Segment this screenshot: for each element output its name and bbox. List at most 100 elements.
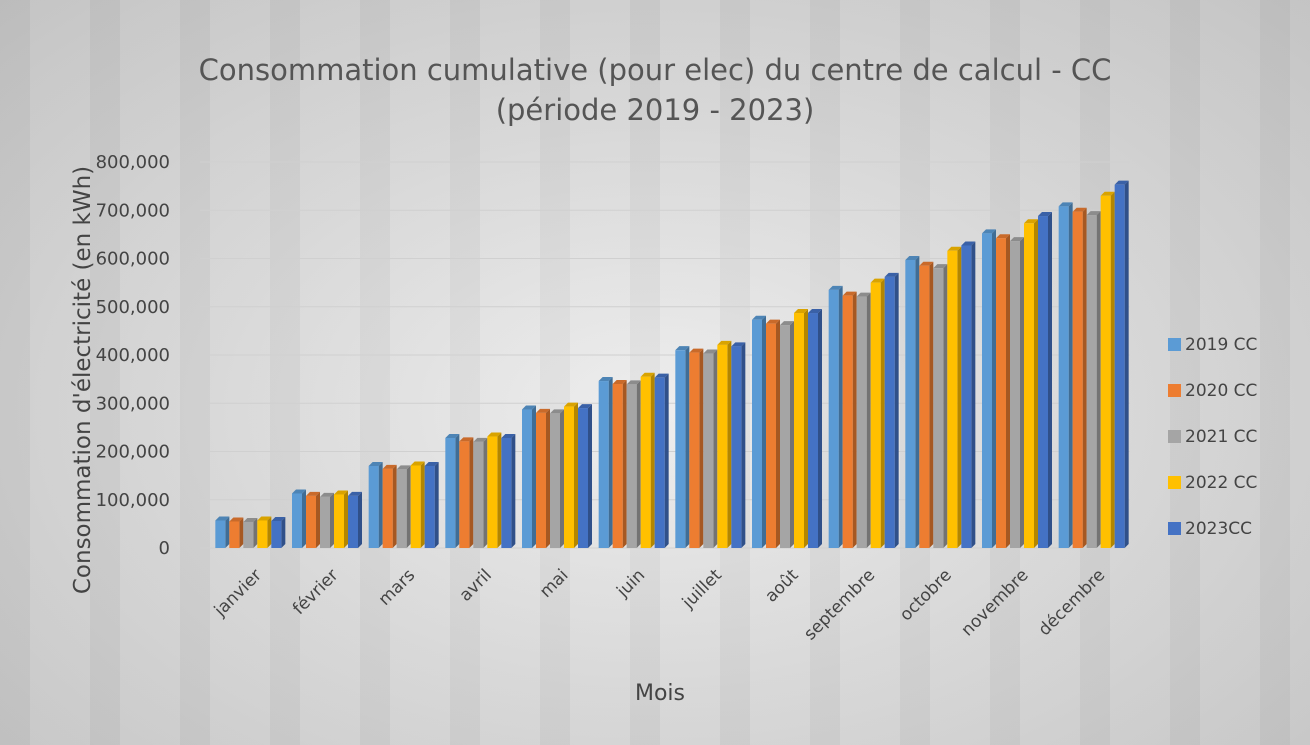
bar-side bbox=[406, 465, 411, 548]
bar bbox=[1010, 241, 1020, 548]
bar-side bbox=[239, 517, 244, 548]
bar-top bbox=[612, 379, 627, 384]
y-tick-label: 600,000 bbox=[96, 249, 170, 270]
bar-top bbox=[919, 261, 934, 266]
bar-top bbox=[996, 234, 1010, 239]
bar bbox=[884, 276, 895, 548]
bar-side bbox=[574, 402, 578, 548]
bar-top bbox=[982, 229, 996, 234]
bar bbox=[752, 319, 762, 548]
bar-side bbox=[992, 229, 996, 548]
bar-top bbox=[215, 516, 230, 521]
bar bbox=[473, 441, 484, 548]
legend-label: 2021 CC bbox=[1185, 427, 1257, 447]
bar-side bbox=[330, 492, 334, 548]
bar bbox=[334, 494, 344, 548]
bar-side bbox=[1124, 180, 1129, 549]
bar bbox=[870, 282, 881, 548]
bar-side bbox=[818, 309, 822, 548]
bar-side bbox=[378, 461, 383, 548]
bar-top bbox=[522, 405, 536, 410]
y-tick-label: 200,000 bbox=[96, 442, 170, 463]
bar-side bbox=[650, 372, 655, 548]
bar bbox=[654, 377, 665, 548]
bar-side bbox=[302, 489, 306, 548]
bar-side bbox=[1082, 207, 1087, 548]
legend-swatch bbox=[1168, 384, 1181, 397]
bar-top bbox=[640, 372, 655, 377]
bar-top bbox=[828, 285, 843, 290]
bar bbox=[229, 521, 240, 548]
bar-top bbox=[870, 278, 885, 283]
bar bbox=[348, 495, 358, 548]
bar-top bbox=[752, 315, 766, 320]
bar bbox=[1038, 216, 1048, 549]
bar-side bbox=[420, 461, 425, 548]
bar bbox=[564, 406, 574, 548]
bar-side bbox=[1048, 212, 1052, 549]
bar-side bbox=[880, 278, 885, 548]
bar bbox=[982, 233, 992, 548]
legend-label: 2020 CC bbox=[1185, 381, 1257, 401]
bar-side bbox=[929, 261, 934, 548]
bar-top bbox=[334, 490, 348, 495]
y-tick-label: 400,000 bbox=[96, 345, 170, 366]
legend-label: 2022 CC bbox=[1185, 473, 1257, 493]
x-tick-label: mars bbox=[375, 565, 420, 610]
bar-top bbox=[292, 489, 306, 494]
bar-side bbox=[971, 241, 976, 548]
bar-side bbox=[344, 490, 348, 548]
bar-side bbox=[776, 319, 780, 548]
legend-swatch bbox=[1168, 338, 1181, 351]
bar bbox=[626, 384, 637, 548]
bar-top bbox=[473, 437, 488, 442]
x-tick-label: avril bbox=[456, 565, 496, 605]
bar-side bbox=[1110, 191, 1115, 548]
bar-side bbox=[727, 340, 732, 548]
x-tick-label: juin bbox=[612, 565, 649, 602]
bar-side bbox=[588, 404, 592, 548]
bar-top bbox=[271, 516, 286, 521]
bar bbox=[640, 376, 651, 548]
bar-top bbox=[675, 346, 690, 351]
bar-top bbox=[243, 517, 258, 522]
x-tick-label: août bbox=[761, 565, 802, 606]
bar-side bbox=[225, 516, 230, 548]
bar-top bbox=[905, 255, 920, 260]
bar-top bbox=[689, 348, 704, 353]
bar-side bbox=[664, 373, 669, 548]
bar-side bbox=[636, 380, 641, 548]
bar bbox=[1086, 215, 1097, 548]
y-tick-label: 100,000 bbox=[96, 490, 170, 511]
bar-side bbox=[699, 348, 704, 548]
bar-side bbox=[392, 464, 397, 548]
bar-top bbox=[501, 433, 516, 438]
bar-top bbox=[961, 241, 976, 246]
bar bbox=[550, 413, 560, 548]
bar bbox=[578, 408, 588, 548]
bar bbox=[731, 346, 742, 548]
bar bbox=[905, 259, 916, 548]
y-axis-title: Consommation d'électricité (en kWh) bbox=[70, 166, 96, 594]
bar-top bbox=[368, 461, 383, 466]
bar-side bbox=[608, 377, 613, 548]
bar-top bbox=[626, 380, 641, 385]
bar bbox=[382, 468, 393, 548]
bar-top bbox=[306, 491, 320, 496]
bar-side bbox=[915, 255, 920, 548]
bar-side bbox=[622, 379, 627, 548]
bar-side bbox=[804, 309, 808, 548]
bar bbox=[933, 268, 944, 548]
bar-top bbox=[884, 272, 899, 277]
x-tick-label: novembre bbox=[957, 565, 1032, 640]
bar-top bbox=[257, 516, 272, 521]
bar-side bbox=[741, 342, 746, 548]
bar-top bbox=[424, 461, 439, 466]
bar bbox=[306, 495, 316, 548]
x-tick-label: septembre bbox=[800, 565, 879, 644]
bar-top bbox=[808, 309, 822, 314]
bar-top bbox=[947, 246, 962, 251]
bar-top bbox=[598, 377, 613, 382]
bar-side bbox=[762, 315, 766, 548]
